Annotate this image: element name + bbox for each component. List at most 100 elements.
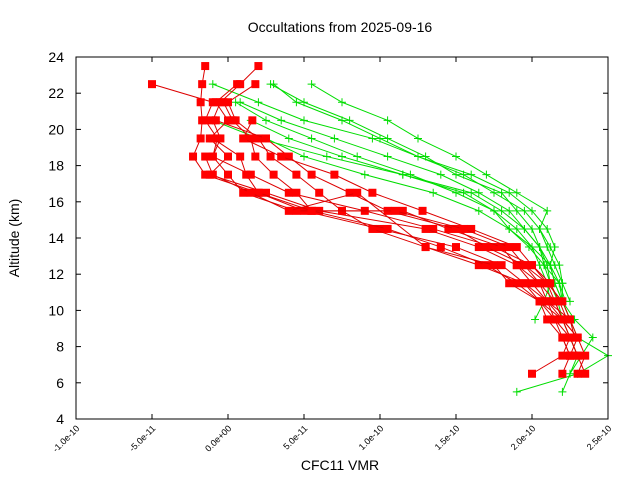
series-red-5 [224, 80, 582, 360]
data-point [558, 315, 567, 324]
data-point [376, 224, 384, 233]
data-point [284, 152, 293, 161]
x-tick-label: 2.5e-10 [585, 423, 614, 452]
data-point [368, 134, 377, 143]
data-point [198, 80, 207, 89]
y-tick-label: 12 [48, 266, 64, 282]
data-point [467, 224, 476, 233]
data-point [543, 297, 552, 306]
data-point [198, 116, 207, 125]
data-point [228, 116, 237, 125]
data-point [528, 206, 536, 215]
data-point [474, 243, 483, 252]
data-point [292, 170, 301, 179]
data-point [269, 80, 278, 89]
series-red-8 [239, 116, 571, 324]
data-point [490, 206, 498, 215]
data-point [292, 206, 301, 215]
data-point [208, 134, 217, 143]
data-point [555, 297, 564, 306]
data-point [505, 224, 514, 233]
data-point [284, 134, 293, 143]
series-line [204, 156, 579, 356]
data-point [246, 188, 255, 197]
data-point [338, 98, 346, 107]
y-axis-label: Altitude (km) [6, 199, 22, 278]
data-point [353, 152, 362, 161]
data-point [360, 170, 369, 179]
data-point [224, 152, 232, 161]
data-point [520, 279, 529, 288]
data-point [573, 333, 582, 342]
series-line [227, 83, 579, 356]
data-point [512, 387, 521, 396]
data-point [528, 243, 536, 252]
data-point [528, 279, 536, 288]
data-point [266, 152, 275, 161]
data-point [588, 333, 597, 342]
data-point [307, 134, 316, 143]
data-point [148, 80, 156, 89]
data-point [246, 170, 255, 179]
plot-marks [148, 62, 612, 396]
data-point [482, 243, 491, 252]
data-point [452, 152, 460, 161]
data-point [531, 315, 540, 324]
y-tick-label: 6 [56, 375, 64, 391]
data-point [224, 116, 232, 125]
series-line [265, 137, 563, 302]
data-point [429, 188, 438, 197]
data-point [315, 188, 324, 197]
data-point [196, 98, 205, 107]
data-point [262, 116, 270, 125]
data-point [368, 188, 377, 197]
data-point [558, 351, 567, 360]
data-point [292, 188, 301, 197]
y-tick-label: 4 [56, 411, 64, 427]
data-point [558, 333, 567, 342]
data-point [546, 279, 555, 288]
data-point [497, 188, 506, 197]
y-axis: 4 6 8 10 12 14 16 18 20 22 24 [48, 49, 608, 427]
data-point [307, 80, 316, 89]
x-tick-label: 1.5e-10 [433, 423, 462, 452]
data-point [459, 224, 468, 233]
x-tick-label: 2.0e-10 [509, 423, 538, 452]
data-point [520, 261, 529, 270]
series-green-2 [266, 80, 582, 396]
data-point [211, 116, 220, 125]
y-tick-label: 8 [56, 339, 64, 355]
data-point [262, 188, 270, 197]
y-tick-label: 20 [48, 121, 64, 137]
y-tick-label: 24 [48, 49, 64, 65]
data-point [201, 170, 210, 179]
data-point [251, 152, 260, 161]
series-line [239, 101, 566, 302]
data-point [512, 261, 521, 270]
data-point [482, 170, 491, 179]
data-point [322, 152, 331, 161]
data-point [520, 224, 529, 233]
data-point [211, 98, 220, 107]
data-point [254, 62, 263, 71]
data-point [254, 188, 263, 197]
data-point [262, 134, 270, 143]
data-point [512, 188, 521, 197]
data-point [239, 134, 248, 143]
data-point [555, 261, 564, 270]
data-point [573, 369, 582, 378]
data-point [566, 369, 574, 378]
data-point [292, 98, 301, 107]
data-point [512, 206, 521, 215]
data-point [497, 206, 506, 215]
data-point [528, 369, 536, 378]
y-tick-label: 16 [48, 194, 64, 210]
data-point [248, 116, 257, 125]
data-point [196, 134, 205, 143]
data-point [233, 80, 242, 89]
data-point [414, 134, 422, 143]
data-point [418, 206, 427, 215]
data-point [467, 170, 476, 179]
data-point [236, 98, 245, 107]
data-point [566, 333, 574, 342]
